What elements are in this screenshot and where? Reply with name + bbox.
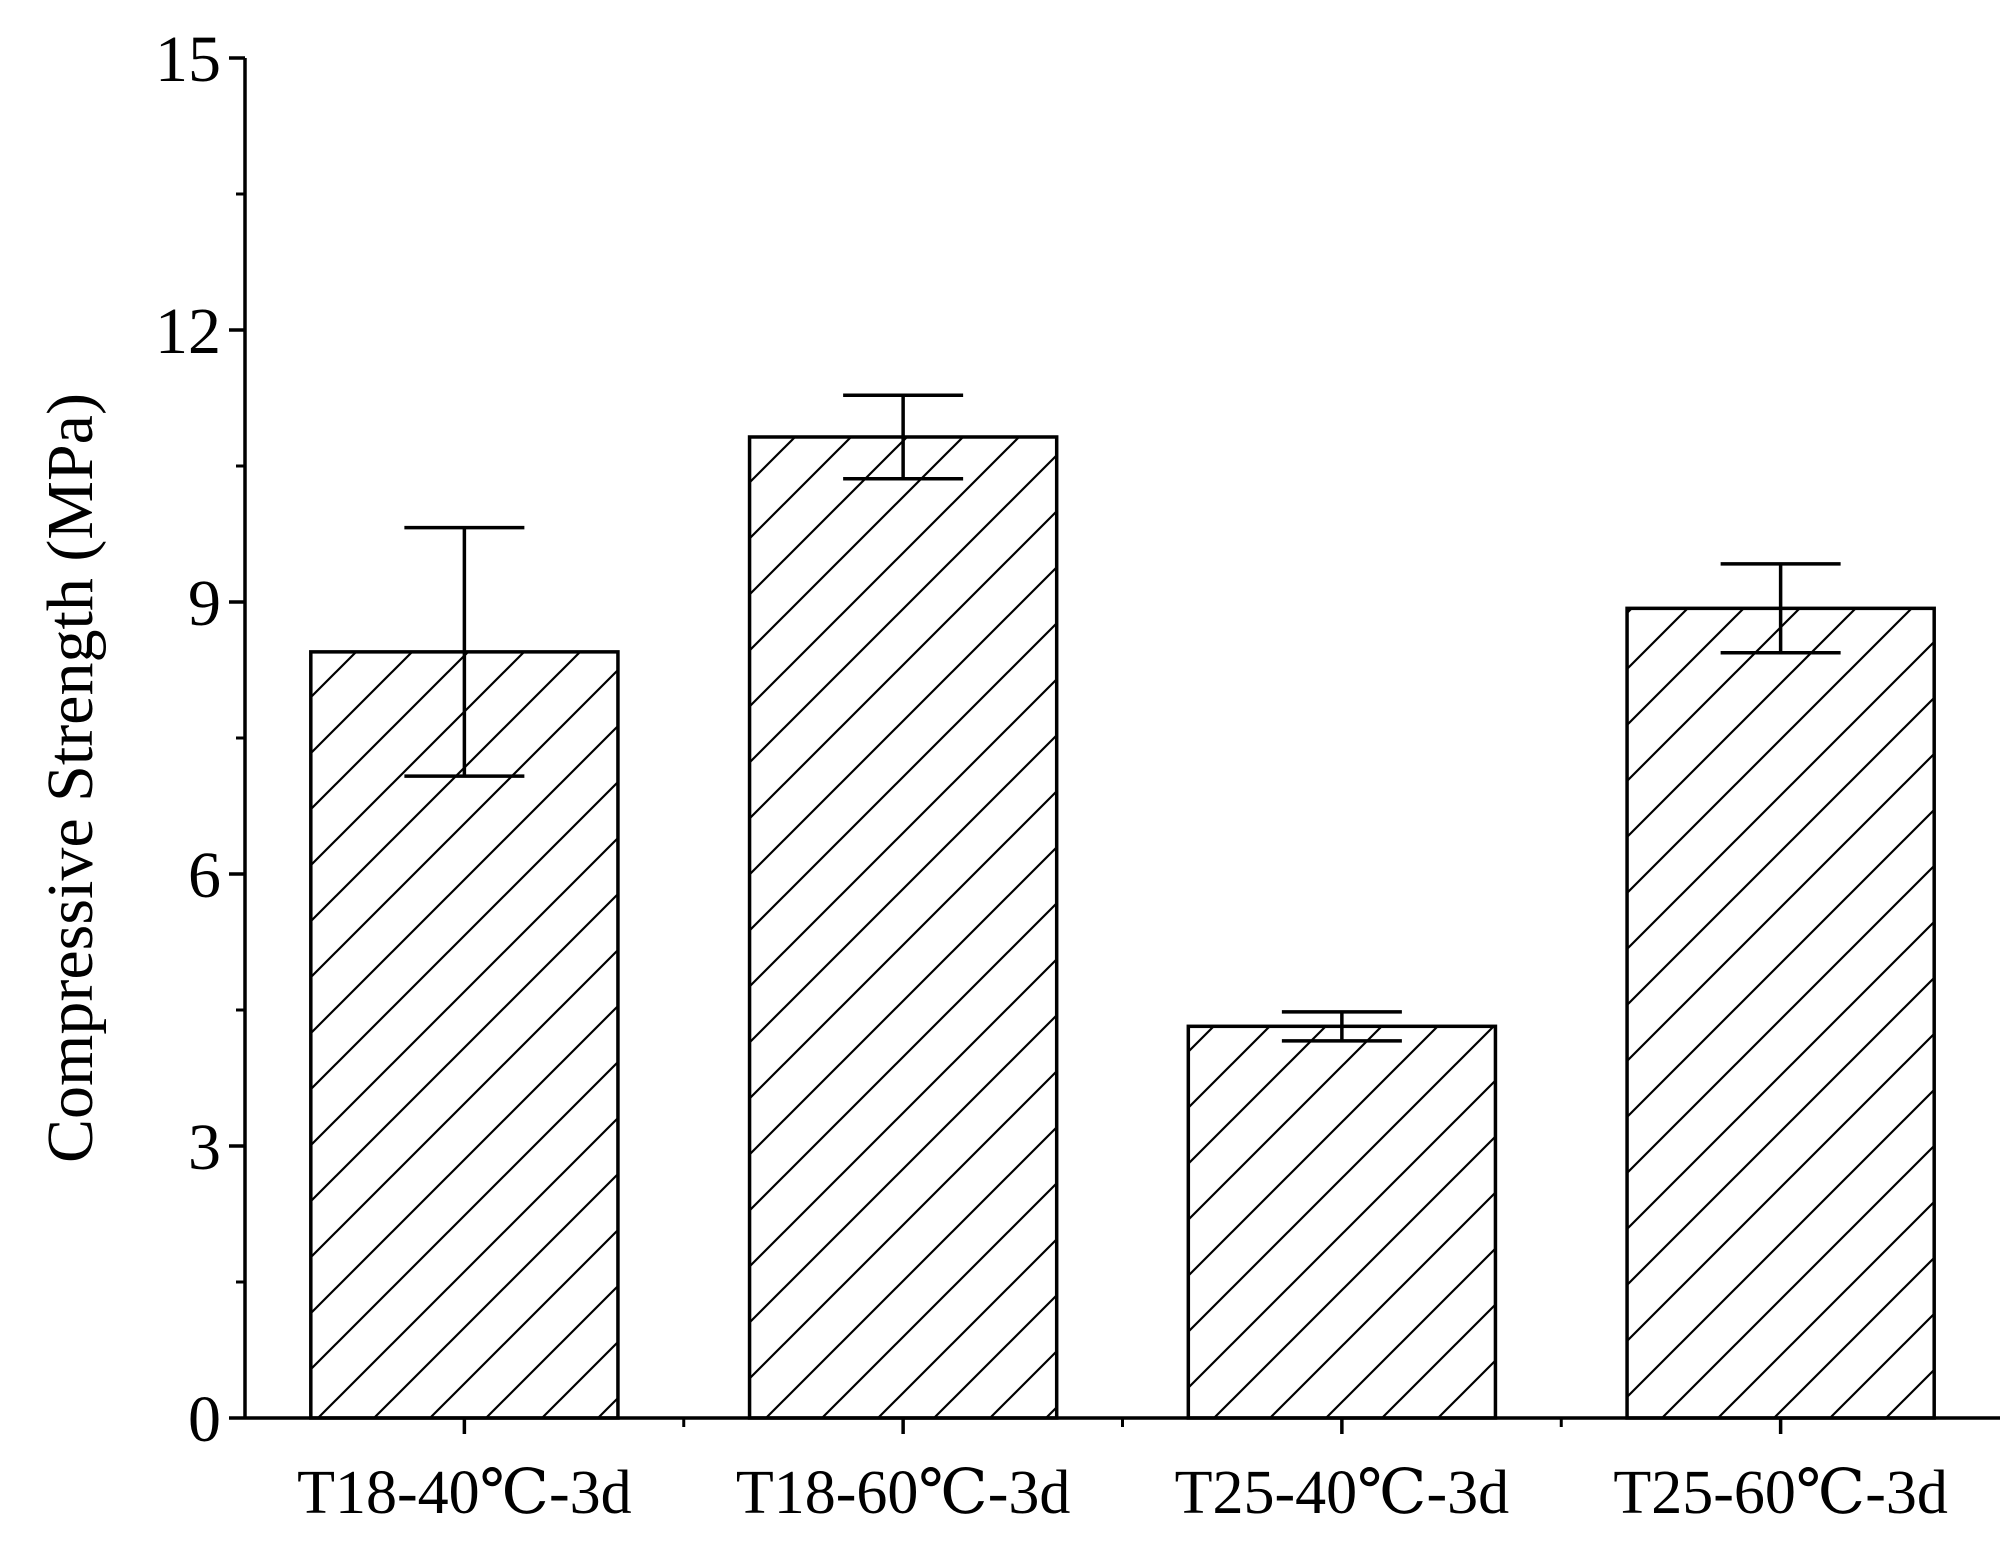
y-tick-label: 3: [188, 1111, 221, 1184]
y-tick-label: 15: [155, 23, 221, 96]
error-bar-4: [1720, 562, 1841, 655]
y-axis-title: Compressive Strength (MPa): [34, 393, 107, 1163]
y-tick-label: 9: [188, 567, 221, 640]
bar-2: [747, 435, 1059, 1420]
bar-4: [1625, 606, 1936, 1420]
y-tick-label: 0: [188, 1383, 221, 1456]
x-tick-label: T18-60℃-3d: [736, 1459, 1071, 1527]
y-tick-label: 12: [155, 295, 221, 368]
x-tick-label: T25-60℃-3d: [1613, 1459, 1948, 1527]
x-tick-label: T25-40℃-3d: [1175, 1459, 1510, 1527]
y-tick-label: 6: [188, 839, 221, 912]
x-ticks-layer: T18-40℃-3d T18-60℃-3d T25-40℃-3d T25-60℃-3d: [297, 1418, 1948, 1527]
x-tick-label: T18-40℃-3d: [297, 1459, 632, 1527]
y-ticks-layer: 0 3 6 9 12 15: [155, 23, 245, 1456]
bar-3: [1186, 1024, 1498, 1420]
error-bar-3: [1281, 1010, 1402, 1043]
bars-layer: [309, 435, 1936, 1420]
error-bars-layer: [404, 393, 1841, 1043]
error-bar-1: [404, 525, 525, 778]
bar-1: [309, 650, 620, 1420]
error-bar-2: [843, 393, 964, 481]
